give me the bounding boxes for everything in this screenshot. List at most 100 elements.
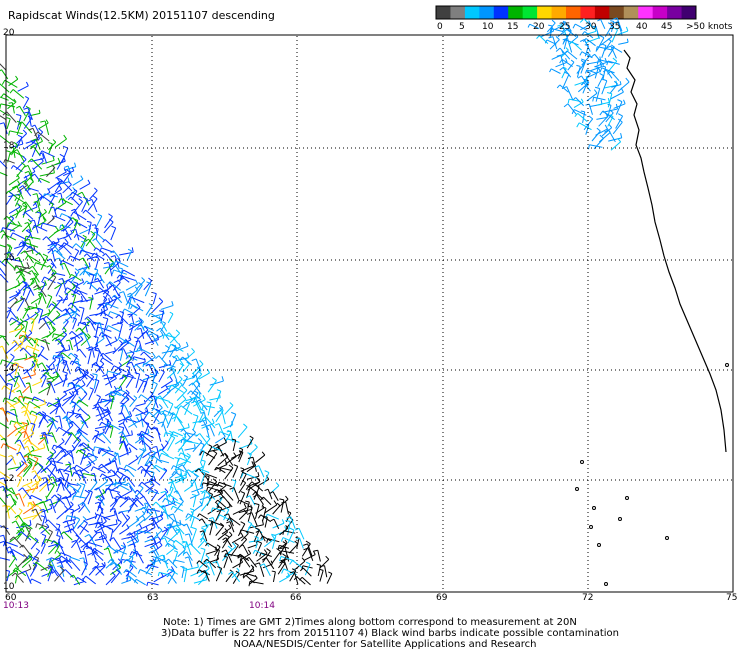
wind-barb [55, 344, 71, 354]
note-line-3: NOAA/NESDIS/Center for Satellite Applica… [233, 639, 537, 650]
wind-barb [31, 173, 42, 184]
lon-label: 69 [436, 593, 448, 603]
wind-barb [9, 323, 23, 333]
wind-barb [91, 552, 104, 561]
wind-barb [527, 23, 540, 30]
wind-barb [295, 537, 304, 549]
wind-barb [62, 520, 72, 534]
wind-barb [169, 469, 178, 479]
wind-barb [6, 309, 18, 319]
wind-barb [601, 78, 608, 95]
legend-label: 20 [533, 22, 545, 32]
wind-barb [576, 64, 581, 78]
wind-barb [157, 421, 169, 437]
wind-barb [269, 491, 279, 502]
wind-barb [246, 452, 252, 466]
wind-barb [120, 396, 130, 408]
wind-barb [23, 360, 36, 375]
wind-barb [24, 238, 34, 255]
wind-barb [147, 535, 159, 550]
wind-barb [55, 438, 65, 449]
wind-barb [95, 213, 103, 229]
wind-barb [79, 369, 89, 382]
wind-barb [573, 98, 584, 108]
wind-barb [62, 496, 72, 509]
wind-barb [125, 355, 138, 361]
wind-barb [92, 238, 103, 248]
wind-barb [77, 408, 89, 416]
wind-barb [606, 60, 620, 66]
wind-barb [139, 495, 152, 509]
wind-barb [253, 527, 260, 542]
wind-barb [219, 489, 234, 501]
wind-barb [67, 196, 80, 206]
wind-barb [607, 57, 618, 73]
wind-barb [46, 215, 55, 226]
wind-barb [16, 439, 26, 450]
wind-barb [181, 374, 188, 387]
wind-barb [61, 391, 74, 407]
wind-barb [70, 295, 84, 305]
wind-barb [280, 559, 288, 571]
wind-barb [197, 513, 209, 520]
wind-barb [81, 321, 88, 333]
wind-barb [19, 347, 33, 358]
wind-barb [0, 359, 16, 365]
lon-label: 72 [582, 593, 594, 603]
wind-barb [77, 322, 90, 327]
wind-barb [100, 398, 114, 404]
wind-barb [141, 517, 155, 529]
wind-barb [47, 258, 57, 269]
wind-barb [14, 323, 25, 338]
wind-barb [304, 550, 316, 561]
wind-barb [55, 415, 63, 429]
wind-barb [71, 534, 80, 549]
lon-label: 75 [726, 593, 738, 603]
wind-barb [59, 260, 75, 267]
wind-barb [97, 458, 112, 470]
wind-barb [63, 166, 75, 177]
wind-barb [23, 445, 35, 457]
wind-barb [601, 43, 607, 58]
wind-barb [556, 54, 565, 67]
wind-barb [152, 526, 163, 541]
wind-barb [62, 218, 74, 232]
wind-barb [62, 309, 75, 324]
wind-barb [24, 254, 41, 264]
wind-barb [198, 518, 209, 528]
wind-barb [43, 467, 57, 479]
wind-barb [213, 443, 225, 457]
wind-barb [218, 431, 231, 437]
legend-swatch [537, 6, 553, 19]
wind-barb [259, 563, 271, 577]
wind-barb [57, 481, 71, 494]
wind-barb [594, 65, 599, 79]
wind-barb [17, 121, 33, 134]
wind-barb [615, 113, 624, 129]
wind-barb [34, 131, 50, 142]
wind-barb [96, 498, 102, 512]
island [604, 582, 608, 586]
wind-barb [9, 529, 21, 543]
wind-barb [16, 553, 28, 568]
wind-barb [118, 267, 123, 281]
wind-barb [568, 41, 582, 51]
wind-barb [47, 419, 55, 435]
wind-barb [9, 316, 20, 326]
wind-barb [84, 316, 97, 326]
wind-barb [9, 297, 18, 309]
wind-barb [215, 522, 225, 537]
wind-barb [0, 244, 7, 248]
wind-barb [80, 240, 86, 254]
wind-barb [88, 560, 100, 576]
wind-barb [11, 340, 24, 351]
wind-barb [64, 519, 76, 528]
wind-barb [22, 478, 33, 487]
wind-barb [69, 574, 81, 585]
wind-barb [153, 572, 164, 583]
wind-barb [200, 527, 207, 543]
wind-barb [111, 460, 119, 472]
legend-label: 5 [459, 22, 465, 32]
wind-barb [281, 501, 289, 515]
wind-barb [7, 383, 13, 400]
